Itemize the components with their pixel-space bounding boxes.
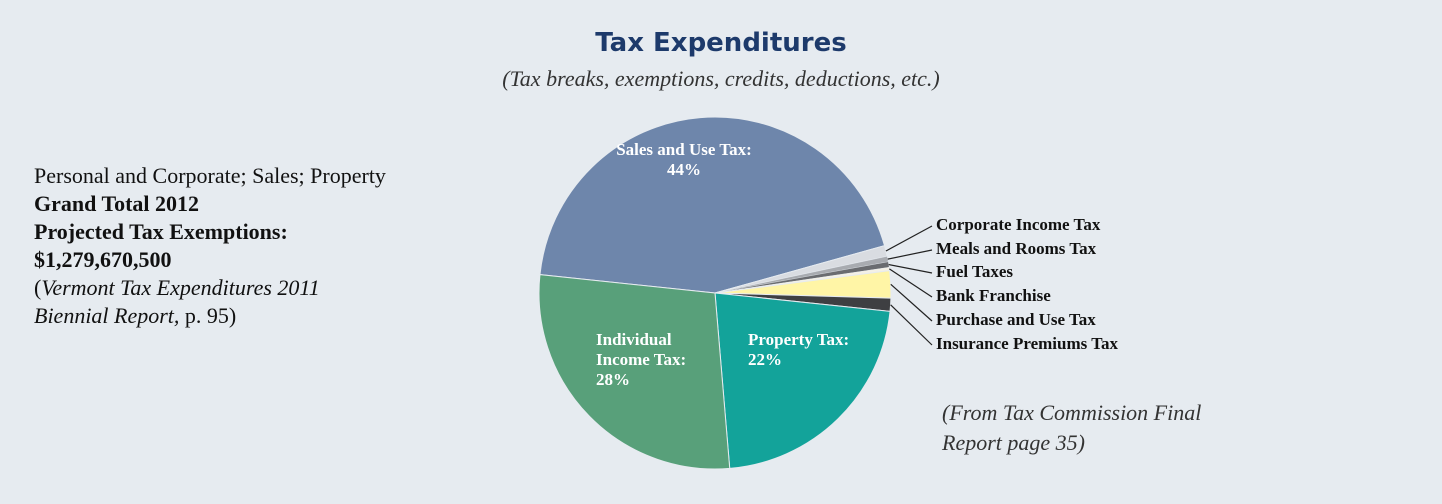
leader-line: [885, 225, 933, 252]
note: Projected Tax Exemptions:: [34, 219, 288, 244]
slice-label: Individual Income Tax: 28%: [596, 330, 696, 390]
notes: Personal and Corporate; Sales; Property …: [34, 162, 386, 330]
note: Grand Total 2012: [34, 191, 200, 216]
note: Personal and Corporate; Sales; Property: [34, 163, 386, 188]
slice-label: Property Tax: 22%: [748, 330, 858, 370]
category-label: Meals and Rooms Tax: [936, 239, 1097, 258]
category-label: Insurance Premiums Tax: [936, 334, 1118, 353]
category-label: Sales and Use Tax:: [616, 140, 752, 159]
note: Vermont Tax Expenditures 2011 Biennial R…: [34, 275, 320, 328]
value-label: 22%: [748, 350, 782, 369]
note: (: [34, 275, 42, 300]
leader-line: [890, 283, 933, 322]
note: p. 95): [179, 303, 237, 328]
chart-subtitle: (Tax breaks, exemptions, credits, deduct…: [502, 66, 940, 91]
chart-title: Tax Expenditures: [595, 28, 847, 58]
value-label: 44%: [667, 160, 701, 179]
leader-line: [888, 263, 933, 274]
category-label: Individual Income Tax:: [596, 330, 687, 369]
pie-slice: [714, 292, 891, 469]
slice-label: Sales and Use Tax: 44%: [604, 140, 764, 180]
category-label: Purchase and Use Tax: [936, 310, 1096, 329]
leader-line: [889, 268, 933, 298]
category-label: Corporate Income Tax: [936, 215, 1101, 234]
category-label: Property Tax:: [748, 330, 850, 349]
leader-line: [890, 304, 933, 346]
category-label: Bank Franchise: [936, 286, 1051, 305]
citation: (Vermont Tax Expenditures 2011 Biennial …: [34, 274, 334, 330]
pie-slice: [539, 116, 886, 294]
note: $1,279,670,500: [34, 247, 172, 272]
category-label: Fuel Taxes: [936, 262, 1013, 281]
value-label: 28%: [596, 370, 630, 389]
source-note: (From Tax Commission Final Report page 3…: [942, 400, 1202, 455]
leader-line: [887, 249, 933, 260]
pie-slice: [538, 274, 731, 470]
